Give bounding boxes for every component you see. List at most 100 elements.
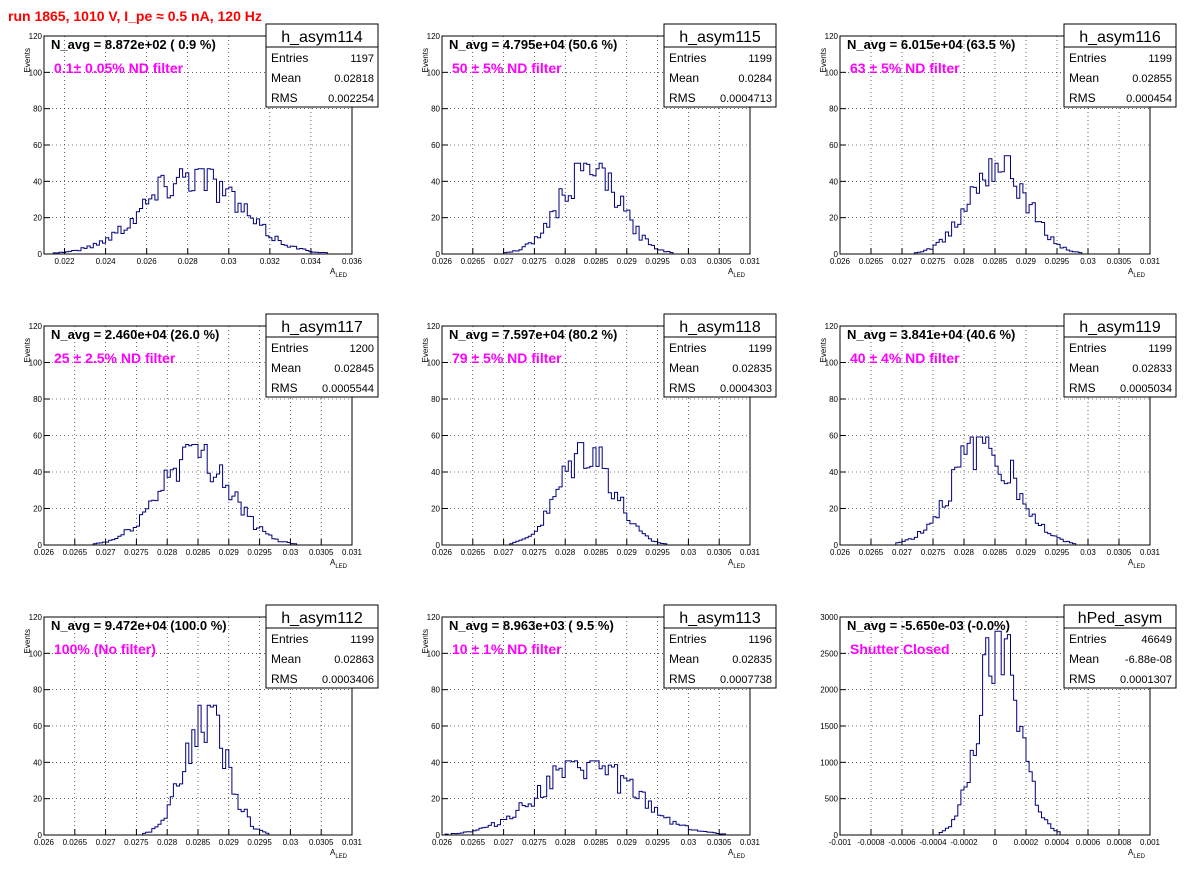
y-tick-label: 40 xyxy=(33,177,42,186)
stat-name: Entries xyxy=(271,632,308,646)
filter-annotation: 0.1± 0.05% ND filter xyxy=(54,60,184,76)
y-tick-label: 80 xyxy=(33,395,42,404)
x-tick-label: 0.029 xyxy=(1016,257,1037,266)
stat-value: 1200 xyxy=(350,343,374,355)
y-tick-label: 0 xyxy=(436,541,441,550)
y-tick-label: 100 xyxy=(427,649,441,658)
x-tick-label: -0.0002 xyxy=(950,838,978,847)
x-tick-label: 0.031 xyxy=(740,548,761,557)
y-tick-label: 20 xyxy=(33,505,42,514)
y-tick-label: 100 xyxy=(427,68,441,77)
x-tick-label: 0.026 xyxy=(34,548,55,557)
histogram-line xyxy=(442,442,750,546)
filter-annotation: 10 ± 1% ND filter xyxy=(452,641,562,657)
x-axis-title-sub: LED xyxy=(1133,273,1145,279)
stat-name: Mean xyxy=(669,71,699,85)
x-tick-label: 0.026 xyxy=(432,257,453,266)
y-tick-label: 80 xyxy=(431,105,440,114)
x-tick-label: 0.029 xyxy=(1016,548,1037,557)
stat-name: Entries xyxy=(1069,632,1106,646)
x-tick-label: 0.029 xyxy=(219,838,240,847)
x-tick-label: -0.0006 xyxy=(888,838,916,847)
y-tick-label: 0 xyxy=(834,250,839,259)
navg-label: N_avg = 4.795e+04 (50.6 %) xyxy=(449,37,617,52)
y-tick-label: 500 xyxy=(825,795,839,804)
stat-value: 1196 xyxy=(748,634,772,646)
x-tick-label: 0.028 xyxy=(157,838,178,847)
stats-title: hPed_asym xyxy=(1078,610,1163,627)
stat-name: RMS xyxy=(271,91,298,105)
filter-annotation: 50 ± 5% ND filter xyxy=(452,60,562,76)
x-tick-label: 0.031 xyxy=(1140,548,1161,557)
filter-annotation: 25 ± 2.5% ND filter xyxy=(54,350,176,366)
x-axis-title: ALED xyxy=(330,267,348,279)
x-tick-label: 0.028 xyxy=(555,548,576,557)
filter-annotation: Shutter Closed xyxy=(850,641,950,657)
y-tick-label: 40 xyxy=(431,758,440,767)
histogram-panel-h_asym112: 0.026 0.0265 0.027 0.0275 0.028 0.0285 0.029 0.… xyxy=(23,604,379,860)
y-tick-label: 1500 xyxy=(820,722,838,731)
stat-name: Mean xyxy=(1069,71,1099,85)
stat-name: RMS xyxy=(669,91,696,105)
histogram-panel-h_asym113: 0.026 0.0265 0.027 0.0275 0.028 0.0285 0.029 0.… xyxy=(421,604,777,860)
x-tick-label: 0.0265 xyxy=(461,548,486,557)
stat-value: -6.88e-08 xyxy=(1125,654,1172,666)
histogram-panel-h_asym115: 0.026 0.0265 0.027 0.0275 0.028 0.0285 0.029 0.… xyxy=(421,23,777,279)
x-axis-title: ALED xyxy=(330,848,348,860)
x-tick-label: 0.027 xyxy=(494,838,515,847)
x-tick-label: 0.031 xyxy=(1140,257,1161,266)
y-tick-label: 80 xyxy=(829,105,838,114)
x-tick-label: 0.0275 xyxy=(921,548,946,557)
stats-box xyxy=(663,313,777,398)
stats-box xyxy=(1063,604,1177,689)
x-tick-label: 0.0002 xyxy=(1014,838,1039,847)
x-tick-label: 0.0275 xyxy=(522,257,547,266)
x-tick-label: 0.03 xyxy=(681,838,697,847)
y-axis-title: Events xyxy=(421,338,430,362)
stat-name: RMS xyxy=(271,381,298,395)
stat-name: RMS xyxy=(669,381,696,395)
y-tick-label: 120 xyxy=(29,613,43,622)
x-tick-label: 0.0295 xyxy=(1045,257,1070,266)
stat-value: 0.02845 xyxy=(334,363,374,375)
x-tick-label: 0.0285 xyxy=(983,548,1008,557)
x-tick-label: 0.0295 xyxy=(645,838,670,847)
x-tick-label: 0.026 xyxy=(432,838,453,847)
stat-name: RMS xyxy=(669,672,696,686)
x-tick-label: 0.0285 xyxy=(584,548,609,557)
stat-name: Mean xyxy=(271,361,301,375)
filter-annotation: 79 ± 5% ND filter xyxy=(452,350,562,366)
x-tick-label: 0.03 xyxy=(681,257,697,266)
x-axis-title: ALED xyxy=(1128,558,1146,570)
filter-annotation: 40 ± 4% ND filter xyxy=(850,350,960,366)
y-tick-label: 40 xyxy=(431,468,440,477)
navg-label: N_avg = 7.597e+04 (80.2 %) xyxy=(449,327,617,342)
x-tick-label: 0.03 xyxy=(681,548,697,557)
page-title: run 1865, 1010 V, I_pe ≈ 0.5 nA, 120 Hz xyxy=(8,8,262,24)
x-axis-title-sub: LED xyxy=(1133,854,1145,860)
y-tick-label: 60 xyxy=(33,141,42,150)
x-tick-label: 0.0305 xyxy=(309,548,334,557)
stats-box xyxy=(265,604,379,689)
x-tick-label: 0.03 xyxy=(1080,548,1096,557)
stat-name: RMS xyxy=(1069,672,1096,686)
y-axis-title: Events xyxy=(23,48,32,72)
navg-label: N_avg = 6.015e+04 (63.5 %) xyxy=(847,37,1015,52)
stat-name: RMS xyxy=(1069,91,1096,105)
y-tick-label: 40 xyxy=(431,177,440,186)
x-tick-label: 0.0004 xyxy=(1045,838,1070,847)
stat-value: 0.0004713 xyxy=(720,93,772,105)
x-tick-label: 0.0265 xyxy=(63,548,88,557)
y-tick-label: 40 xyxy=(829,177,838,186)
x-tick-label: -0.0004 xyxy=(919,838,947,847)
histogram-line xyxy=(44,704,352,836)
x-tick-label: 0.0265 xyxy=(63,838,88,847)
x-axis-title: ALED xyxy=(1128,848,1146,860)
stat-name: Entries xyxy=(669,341,706,355)
y-tick-label: 1000 xyxy=(820,758,838,767)
y-axis-title: Events xyxy=(421,48,430,72)
y-tick-label: 0 xyxy=(38,541,43,550)
histogram-panel-h_asym116: 0.026 0.0265 0.027 0.0275 0.028 0.0285 0.029 0.… xyxy=(819,23,1177,279)
x-tick-label: 0.028 xyxy=(157,548,178,557)
